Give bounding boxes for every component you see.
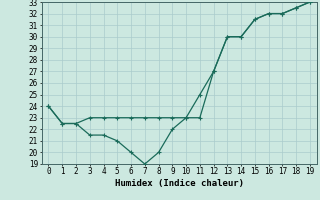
X-axis label: Humidex (Indice chaleur): Humidex (Indice chaleur) xyxy=(115,179,244,188)
